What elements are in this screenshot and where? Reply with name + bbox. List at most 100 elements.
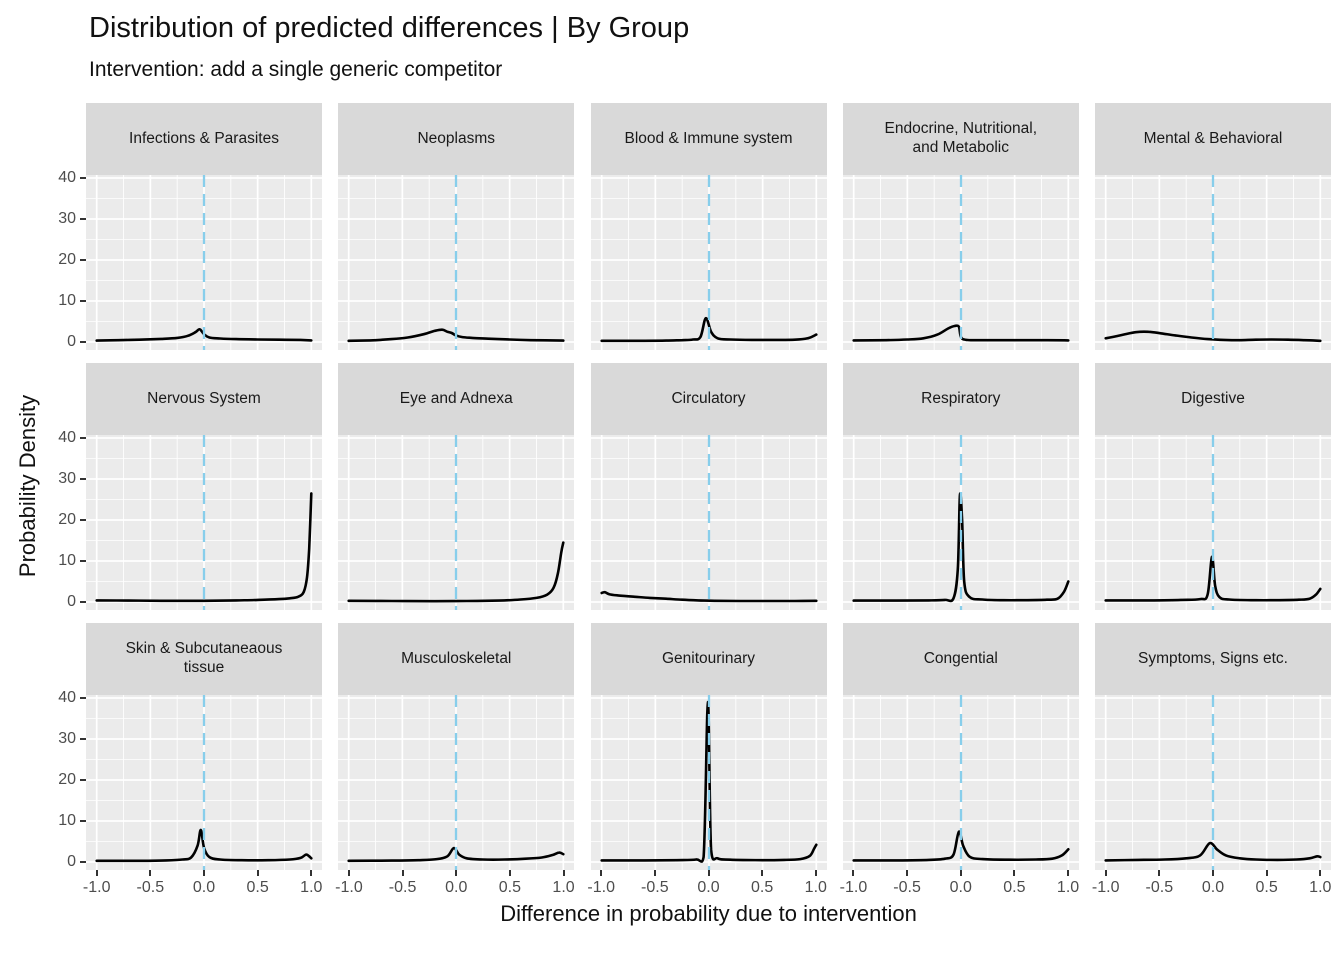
y-tick-label: 0 (67, 853, 76, 870)
facet-strip-eye-and-adnexa: Eye and Adnexa (338, 363, 575, 435)
y-tick-mark (80, 601, 86, 603)
x-tick-label: 0.5 (1003, 879, 1026, 896)
facet-blood-immune-system: Blood & Immune system (590, 103, 827, 350)
y-tick-label: 10 (58, 552, 76, 569)
x-tick-mark (1212, 870, 1214, 876)
y-tick-label: 30 (58, 210, 76, 227)
x-tick-label: -0.5 (641, 879, 669, 896)
y-tick-label: 10 (58, 292, 76, 309)
gridlines-minor (86, 435, 322, 610)
facet-skin-subcutaneaous-tissue: Skin & Subcutaneaous tissue (86, 623, 322, 870)
y-tick-mark (80, 779, 86, 781)
density-curve (347, 541, 565, 603)
y-tick-label: 40 (58, 689, 76, 706)
y-tick-label: 10 (58, 812, 76, 829)
y-axis-title: Probability Density (15, 394, 40, 578)
y-tick-mark (80, 437, 86, 439)
x-tick-mark (1067, 870, 1070, 876)
y-tick-mark (80, 218, 86, 220)
x-tick-mark (401, 870, 404, 876)
y-tick-label: 0 (67, 593, 76, 610)
x-tick-mark (455, 870, 458, 876)
density-curve (1104, 841, 1322, 862)
density-curve (95, 327, 313, 342)
facet-strip-musculoskeletal: Musculoskeletal (338, 623, 575, 695)
x-tick-mark (852, 870, 855, 876)
x-tick-label: -0.5 (136, 879, 165, 896)
x-tick-mark (1158, 870, 1161, 876)
density-curve (852, 830, 1070, 862)
facet-genitourinary: Genitourinary (590, 623, 827, 870)
y-tick-mark (80, 861, 86, 863)
density-curve (852, 492, 1070, 603)
x-tick-label: -1.0 (587, 879, 615, 896)
x-tick-label: -1.0 (1091, 879, 1120, 896)
x-tick-mark (906, 870, 909, 876)
y-tick-mark (80, 300, 86, 302)
density-panel-musculoskeletal (338, 695, 575, 870)
facet-mental-behavioral: Mental & Behavioral (1095, 103, 1331, 350)
x-tick-label: -0.5 (893, 879, 921, 896)
x-tick-label: 0.0 (1201, 879, 1225, 896)
facet-strip-mental-behavioral: Mental & Behavioral (1095, 103, 1331, 175)
density-curve (599, 316, 818, 343)
facet-strip-skin-subcutaneaous-tissue: Skin & Subcutaneaous tissue (86, 623, 322, 695)
page-subtitle: Intervention: add a single generic compe… (89, 58, 503, 81)
facet-endocrine-nutritional-and-metabolic: Endocrine, Nutritional, and Metabolic (842, 103, 1079, 350)
y-tick-mark (80, 341, 86, 343)
facet-strip-blood-immune-system: Blood & Immune system (590, 103, 827, 175)
facet-grid: Infections & Parasites Neoplasms Blood & I… (58, 103, 1331, 896)
density-curve (599, 590, 818, 603)
density-panel-neoplasms (338, 175, 575, 350)
density-panel-mental-behavioral (1095, 175, 1331, 350)
x-tick-label: 1.0 (804, 879, 827, 896)
x-tick-mark (95, 870, 98, 876)
y-tick-mark (80, 738, 86, 740)
density-panel-congential (842, 695, 1079, 870)
x-tick-label: 1.0 (1056, 879, 1080, 896)
x-tick-mark (959, 870, 962, 876)
facet-strip-genitourinary: Genitourinary (590, 623, 827, 695)
y-tick-mark (80, 820, 86, 822)
facet-eye-and-adnexa: Eye and Adnexa (338, 363, 575, 610)
x-tick-mark (1265, 870, 1268, 876)
x-tick-mark (653, 870, 656, 876)
x-tick-label: -1.0 (335, 879, 363, 896)
density-panel-infections-parasites (86, 175, 322, 350)
density-panel-genitourinary (590, 695, 827, 870)
x-tick-label: 0.5 (246, 879, 269, 896)
density-panel-respiratory (842, 435, 1079, 610)
y-tick-label: 0 (67, 333, 76, 350)
y-tick-mark (80, 478, 86, 480)
x-tick-mark (508, 870, 511, 876)
gridlines-minor (842, 175, 1079, 350)
x-tick-label: 0.0 (949, 879, 972, 896)
density-curve (347, 328, 565, 343)
x-tick-mark (203, 870, 205, 876)
x-tick-label: -1.0 (839, 879, 868, 896)
density-curve (95, 492, 313, 603)
y-tick-label: 30 (58, 730, 76, 747)
density-panel-skin-subcutaneaous-tissue (86, 695, 322, 870)
x-axis-title: Difference in probability due to interve… (500, 901, 917, 926)
facet-circulatory: Circulatory (590, 363, 827, 610)
x-tick-label: 0.0 (697, 879, 720, 896)
density-panel-eye-and-adnexa (338, 435, 575, 610)
x-tick-label: -0.5 (388, 879, 417, 896)
y-tick-mark (80, 177, 86, 179)
x-tick-label: -0.5 (1145, 879, 1174, 896)
y-tick-mark (80, 697, 86, 699)
facet-strip-congential: Congential (842, 623, 1079, 695)
facet-infections-parasites: Infections & Parasites (86, 103, 322, 350)
facet-nervous-system: Nervous System (86, 363, 322, 610)
y-tick-mark (80, 259, 86, 261)
density-panel-blood-immune-system (590, 175, 827, 350)
density-curve (1104, 330, 1322, 343)
density-panel-nervous-system (86, 435, 322, 610)
facet-digestive: Digestive (1095, 363, 1331, 610)
y-tick-label: 40 (58, 429, 76, 446)
y-tick-mark (80, 560, 86, 562)
facet-neoplasms: Neoplasms (338, 103, 575, 350)
y-tick-mark (80, 519, 86, 521)
x-tick-mark (707, 870, 710, 876)
